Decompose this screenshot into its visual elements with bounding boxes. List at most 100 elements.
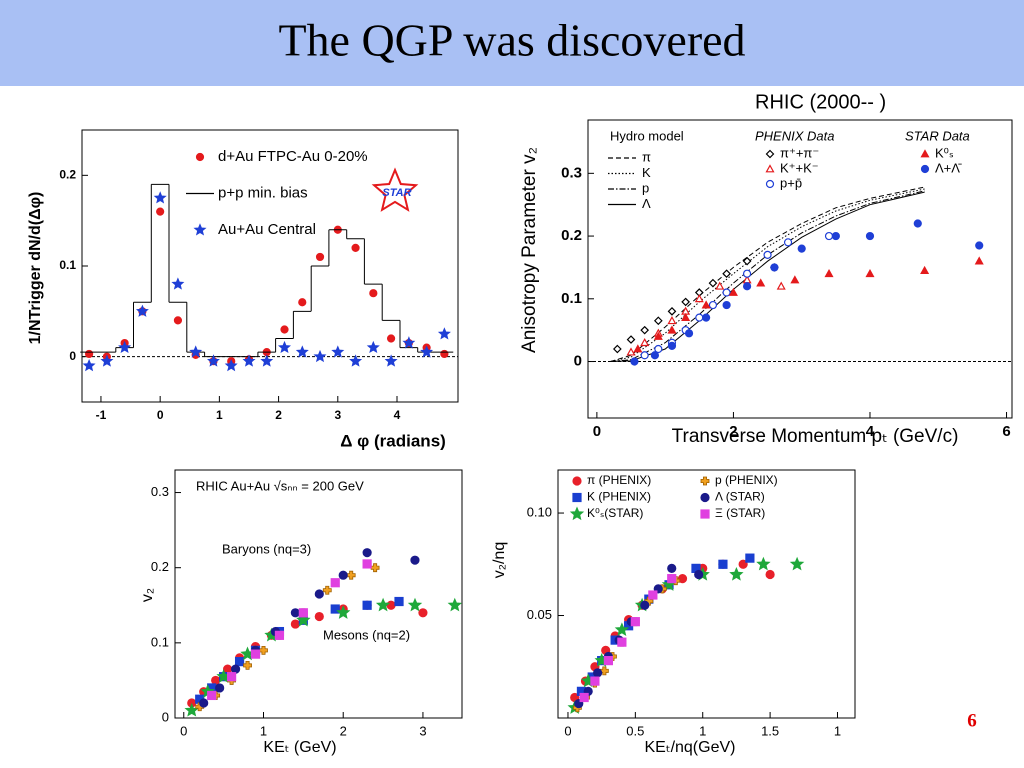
legend-label: K⁰ₛ(STAR) [587, 506, 643, 520]
x-axis-label: KEₜ/nq(GeV) [645, 739, 736, 756]
legend-marker [193, 223, 207, 236]
x-tick-label: 4 [866, 423, 875, 440]
legend-marker [765, 179, 775, 189]
marker [667, 574, 677, 584]
x-tick-label: 1.5 [761, 723, 779, 738]
plot-frame [557, 469, 856, 719]
y-tick-label: 0.3 [561, 164, 582, 181]
marker [260, 354, 274, 367]
marker [336, 605, 351, 619]
marker [375, 597, 391, 612]
y-tick-label: 0.2 [151, 559, 169, 574]
y-tick-label: 0.1 [59, 258, 76, 272]
y-tick-label: 0 [574, 353, 582, 370]
y-axis-label: v₂ [139, 588, 156, 602]
marker [440, 349, 449, 359]
marker [695, 313, 704, 322]
marker [718, 559, 728, 569]
marker [407, 597, 423, 612]
marker [667, 563, 677, 573]
marker [763, 250, 772, 259]
marker [274, 630, 285, 640]
x-tick-label: 0 [593, 423, 601, 440]
marker [770, 263, 779, 272]
marker [742, 282, 752, 291]
x-tick-label: 3 [419, 723, 426, 738]
marker [418, 608, 428, 618]
step-riser [115, 184, 419, 357]
marker [338, 570, 348, 580]
marker [153, 191, 167, 204]
marker [633, 344, 643, 353]
marker [331, 345, 345, 358]
x-tick-label: 0 [564, 723, 571, 738]
chart-title: RHIC Au+Au √sₙₙ = 200 GeV [196, 478, 364, 493]
slide-subtitle: RHIC (2000-- ) [755, 91, 886, 113]
marker [756, 278, 766, 287]
marker [790, 275, 800, 284]
marker [330, 578, 340, 588]
marker [593, 668, 603, 678]
marker [118, 340, 132, 354]
marker [579, 692, 589, 703]
x-tick-label: 6 [1002, 423, 1010, 440]
marker [681, 312, 691, 322]
marker [156, 207, 165, 216]
legend-marker [920, 164, 930, 174]
marker [824, 268, 834, 278]
marker [765, 569, 775, 580]
marker [865, 231, 875, 241]
marker [227, 672, 237, 682]
marker [667, 316, 677, 325]
marker [783, 238, 793, 247]
marker [681, 297, 690, 307]
y-tick-label: 0 [69, 349, 76, 363]
marker [677, 574, 688, 584]
marker [85, 349, 94, 359]
x-tick-label: 2 [729, 423, 737, 440]
marker [402, 336, 416, 349]
marker [290, 619, 300, 629]
legend-marker [765, 149, 775, 159]
marker [797, 244, 806, 253]
legend-label: K [642, 165, 651, 180]
marker [313, 349, 327, 363]
hydro-curve [610, 190, 925, 362]
legend-label: Ξ (STAR) [715, 506, 765, 520]
marker [913, 219, 922, 228]
marker [410, 555, 420, 565]
marker [314, 611, 324, 622]
legend-marker [700, 509, 710, 519]
annotation: Mesons (nq=2) [323, 627, 410, 642]
marker [230, 664, 241, 674]
marker [242, 354, 256, 367]
marker [738, 559, 748, 569]
marker [173, 316, 183, 325]
marker [667, 306, 677, 316]
legend-label: π (PHENIX) [587, 473, 651, 487]
legend-marker [572, 476, 582, 486]
marker [420, 345, 434, 358]
marker [351, 243, 360, 252]
marker [640, 337, 650, 347]
marker [708, 300, 718, 310]
y-tick-label: 0.05 [527, 607, 552, 622]
marker [975, 241, 984, 250]
marker [394, 596, 404, 607]
y-axis-label: Anisotropy Parameter v₂ [519, 147, 540, 353]
legend-label: K (PHENIX) [587, 490, 651, 504]
marker [135, 304, 149, 317]
x-axis-label: KEₜ (GeV) [263, 739, 336, 756]
x-axis-label: Δ φ (radians) [340, 431, 446, 450]
marker [346, 570, 356, 580]
marker [648, 590, 658, 600]
marker [259, 645, 268, 655]
marker [702, 313, 711, 322]
marker [653, 316, 663, 326]
marker [654, 344, 663, 354]
legend-label: Au+Au Central [218, 221, 316, 238]
marker [694, 294, 704, 303]
marker [250, 649, 261, 659]
marker [315, 252, 325, 262]
legend-marker [572, 492, 582, 503]
